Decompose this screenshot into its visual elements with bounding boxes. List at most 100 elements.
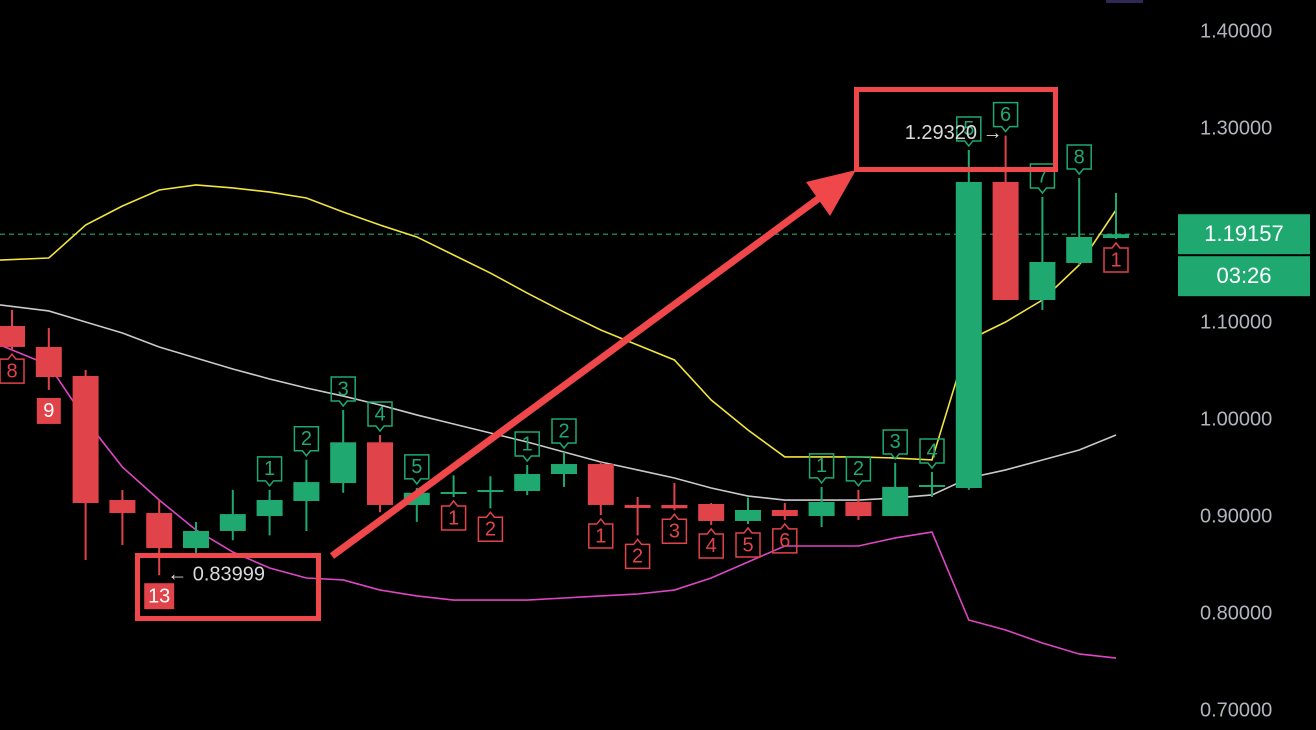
count-label: 1 — [1103, 241, 1129, 273]
top-marker — [1106, 0, 1143, 3]
trend-arrow-head — [806, 170, 856, 216]
count-label: 6 — [992, 101, 1019, 133]
candle-body — [955, 181, 982, 488]
candle-body — [256, 500, 283, 517]
candle-body — [735, 510, 761, 521]
candle-body — [551, 464, 577, 475]
count-label: 9 — [36, 397, 61, 424]
count-label: 3 — [330, 376, 356, 408]
candle-body — [1029, 261, 1056, 301]
candle-body — [72, 375, 99, 504]
count-label-box — [1103, 241, 1129, 273]
last-price-label: 1.19157 — [1204, 221, 1284, 246]
candle-body — [661, 504, 688, 509]
count-label: 2 — [293, 426, 320, 457]
count-label-box — [882, 429, 908, 461]
candle-body — [919, 484, 945, 487]
candles — [0, 135, 1129, 576]
y-tick-label: 0.90000 — [1200, 505, 1272, 527]
count-label-text: 8 — [1074, 146, 1085, 168]
high-price-marker: 1.29320 → — [905, 122, 1003, 144]
count-label-text: 1 — [816, 455, 827, 477]
candle-body — [146, 513, 173, 549]
count-label-text: 7 — [1037, 165, 1048, 187]
countdown-label: 03:26 — [1216, 263, 1271, 288]
count-label: 5 — [735, 526, 761, 558]
low-price-marker: ← 0.83999 — [167, 563, 265, 585]
count-label: 1 — [440, 499, 467, 531]
count-label: 8 — [1066, 144, 1092, 176]
count-label-text: 4 — [706, 535, 717, 557]
last-price-box — [1178, 214, 1310, 255]
count-label-box — [330, 376, 356, 408]
annotations: ← 0.83999 1.29320 → — [135, 0, 1143, 621]
count-label-text: 4 — [374, 403, 385, 425]
count-label-text: 2 — [558, 420, 569, 442]
count-label-box — [735, 526, 761, 558]
count-label-box — [661, 513, 688, 544]
count-label-box — [440, 499, 467, 531]
candle-body — [1103, 234, 1129, 239]
count-label-text: 2 — [853, 458, 864, 480]
count-label: 5 — [404, 454, 430, 486]
count-label: 1 — [256, 456, 283, 488]
count-label-box — [477, 511, 504, 543]
count-label-text: 9 — [43, 400, 54, 422]
count-label-text: 3 — [669, 520, 680, 542]
highlight-box-low — [135, 553, 321, 621]
candle-body — [0, 326, 25, 347]
count-label-box — [144, 583, 175, 610]
count-label-box — [367, 401, 393, 433]
candle-body — [698, 503, 725, 521]
count-label: 3 — [882, 429, 908, 461]
count-label-box — [624, 538, 651, 570]
count-label-box — [992, 101, 1019, 133]
count-label-box — [588, 517, 614, 549]
candle-body — [587, 464, 614, 505]
count-label-text: 6 — [779, 530, 790, 552]
ma-line — [0, 184, 1117, 461]
candle-body — [771, 510, 798, 517]
count-label-text: 1 — [522, 433, 533, 455]
count-label-box — [293, 426, 320, 457]
y-tick-label: 1.40000 — [1200, 20, 1272, 42]
count-label-text: 5 — [742, 534, 753, 556]
candle-body — [293, 482, 320, 501]
count-label: 6 — [772, 522, 798, 554]
count-label-box — [0, 352, 25, 384]
count-label: 5 — [956, 116, 982, 148]
count-label-text: 2 — [632, 546, 643, 568]
count-label-text: 3 — [338, 378, 349, 400]
count-label-box — [772, 522, 798, 554]
count-label: 2 — [477, 511, 504, 543]
count-label: 4 — [367, 401, 393, 433]
countdown-box — [1178, 256, 1310, 297]
count-label-text: 8 — [6, 360, 17, 382]
candle-body — [845, 501, 872, 517]
count-label-box — [1066, 144, 1092, 176]
count-label-box — [551, 418, 577, 450]
candle-body — [330, 442, 357, 484]
count-label: 8 — [0, 352, 25, 384]
y-tick-label: 1.00000 — [1200, 408, 1272, 430]
count-label-text: 6 — [1000, 104, 1011, 126]
y-tick-label: 1.30000 — [1200, 117, 1272, 139]
candle-body — [440, 491, 467, 495]
candle-body — [882, 486, 909, 517]
count-label-text: 13 — [148, 585, 170, 607]
y-tick-label: 1.10000 — [1200, 311, 1272, 333]
count-labels: 8 9 13 1 2 3 4 5 1 2 1 2 1 2 3 4 5 6 1 2 3 4 5 6 7 8 1 — [0, 101, 1129, 610]
count-label-box — [845, 456, 872, 488]
count-label: 4 — [698, 527, 724, 559]
candle-body — [992, 181, 1019, 301]
candle-body — [367, 442, 393, 505]
count-label-box — [514, 431, 540, 463]
count-label-box — [36, 397, 61, 424]
price-axis: 1.40000 1.30000 1.10000 1.00000 0.90000 0.800… — [1178, 20, 1310, 721]
count-label-box — [404, 454, 430, 486]
count-label: 13 — [144, 583, 175, 610]
count-label: 2 — [551, 418, 577, 450]
count-label: 3 — [661, 513, 688, 544]
count-label-box — [956, 116, 982, 148]
count-label-text: 4 — [926, 440, 937, 462]
